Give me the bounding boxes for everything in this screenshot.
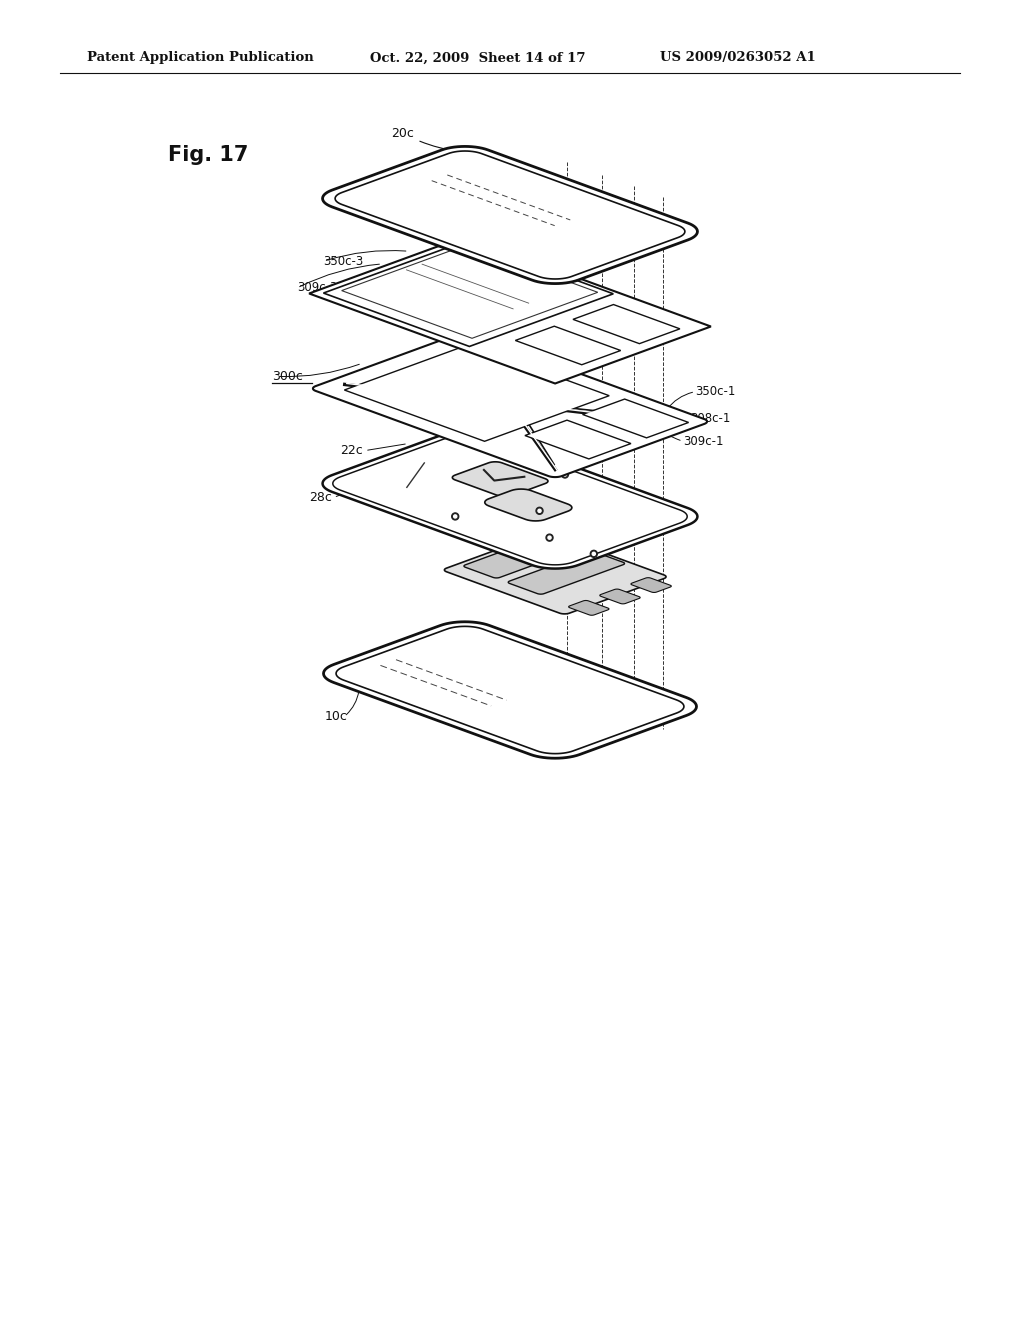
Text: 22c: 22c	[340, 444, 362, 457]
Circle shape	[568, 378, 572, 381]
Polygon shape	[313, 333, 707, 477]
Text: 309c-3: 309c-3	[297, 281, 338, 294]
Text: 20c: 20c	[391, 127, 459, 152]
Circle shape	[437, 276, 445, 284]
Circle shape	[538, 510, 541, 512]
Circle shape	[561, 471, 568, 478]
Circle shape	[538, 414, 542, 417]
Polygon shape	[464, 536, 581, 578]
Polygon shape	[573, 305, 680, 343]
Circle shape	[548, 536, 551, 539]
Polygon shape	[568, 601, 609, 615]
Text: 308c-3: 308c-3	[357, 201, 397, 214]
Polygon shape	[444, 533, 666, 614]
Circle shape	[566, 375, 574, 383]
Polygon shape	[508, 552, 625, 594]
Polygon shape	[583, 399, 688, 438]
Polygon shape	[484, 488, 571, 521]
Circle shape	[454, 515, 457, 517]
Polygon shape	[323, 147, 697, 284]
Text: Fig. 17: Fig. 17	[168, 145, 249, 165]
Circle shape	[486, 260, 490, 264]
Polygon shape	[600, 589, 640, 603]
Polygon shape	[323, 432, 697, 569]
Circle shape	[503, 401, 507, 405]
Polygon shape	[515, 326, 621, 364]
Polygon shape	[344, 345, 609, 441]
Circle shape	[536, 412, 544, 420]
Circle shape	[536, 507, 543, 515]
Polygon shape	[453, 462, 548, 496]
Circle shape	[590, 550, 597, 557]
Polygon shape	[309, 236, 711, 384]
Polygon shape	[324, 622, 696, 758]
Circle shape	[546, 535, 553, 541]
Circle shape	[563, 473, 566, 477]
Circle shape	[566, 280, 574, 288]
Text: Oct. 22, 2009  Sheet 14 of 17: Oct. 22, 2009 Sheet 14 of 17	[370, 51, 586, 65]
Circle shape	[439, 277, 443, 281]
Text: 10c: 10c	[325, 710, 347, 723]
Polygon shape	[631, 578, 672, 593]
Circle shape	[452, 513, 459, 520]
Text: 308c-1: 308c-1	[690, 412, 731, 425]
Circle shape	[656, 413, 665, 421]
Text: 350c-3: 350c-3	[324, 255, 364, 268]
Circle shape	[501, 399, 509, 407]
Polygon shape	[324, 240, 613, 346]
Polygon shape	[525, 420, 631, 459]
Text: 28c: 28c	[308, 491, 332, 504]
Circle shape	[484, 259, 493, 267]
Circle shape	[568, 282, 572, 286]
Text: US 2009/0263052 A1: US 2009/0263052 A1	[660, 51, 816, 65]
Circle shape	[592, 552, 595, 556]
Text: 300c: 300c	[272, 370, 303, 383]
Circle shape	[658, 414, 663, 418]
Text: 350c-1: 350c-1	[695, 385, 735, 399]
Text: Patent Application Publication: Patent Application Publication	[87, 51, 313, 65]
Text: 309c-1: 309c-1	[683, 434, 723, 447]
